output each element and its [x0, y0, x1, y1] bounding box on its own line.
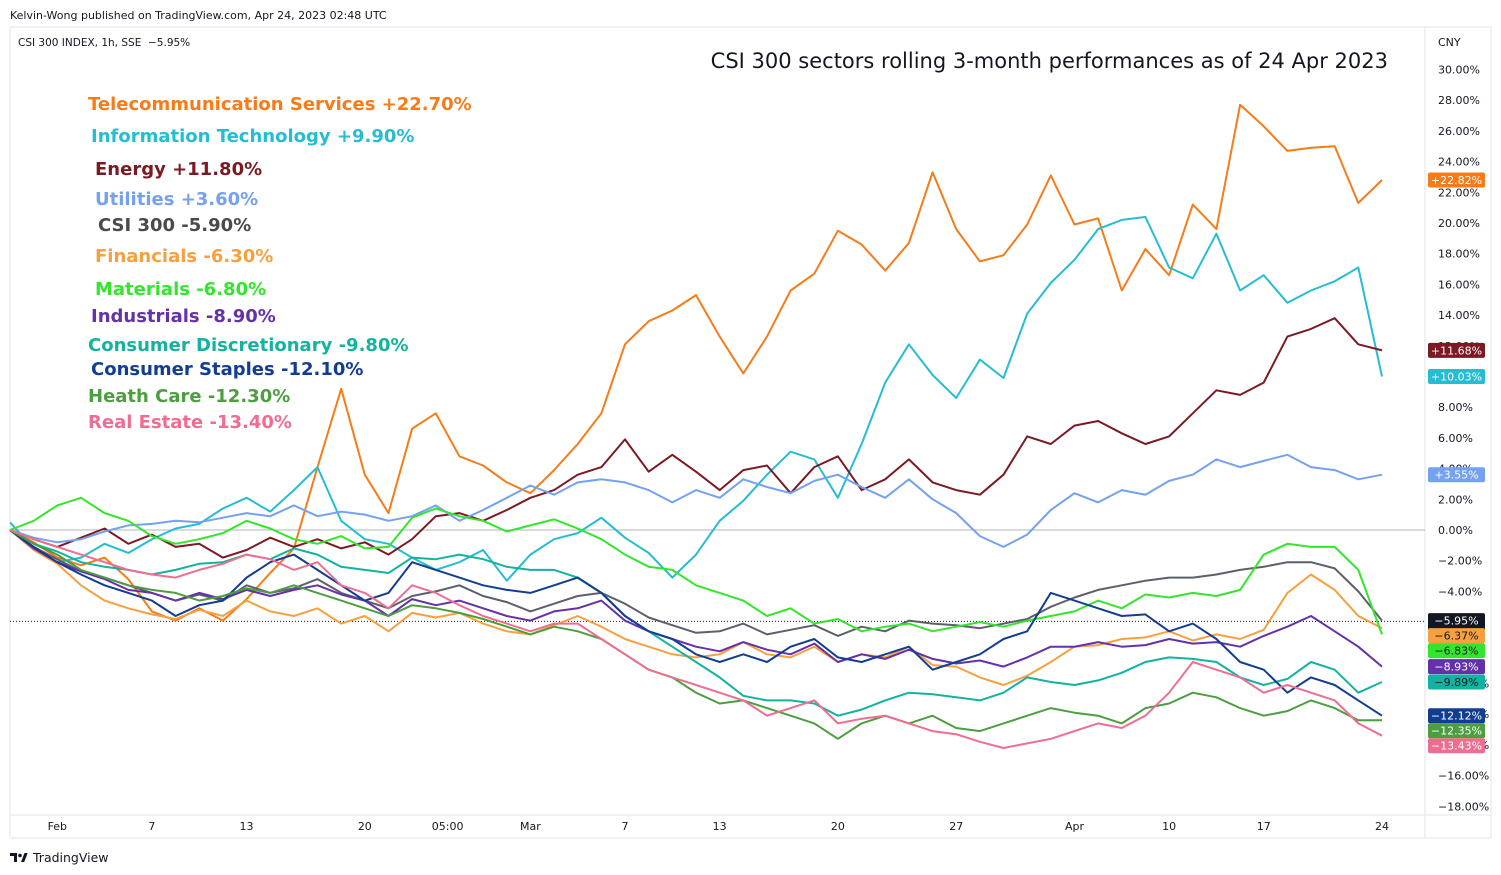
- tradingview-logo-icon: [10, 853, 28, 862]
- y-tick-label: 6.00%: [1438, 432, 1473, 445]
- last-value-text: −13.43%: [1431, 740, 1482, 753]
- y-tick-label: −2.00%: [1438, 555, 1482, 568]
- y-tick-label: 20.00%: [1438, 217, 1480, 230]
- last-value-badge: [1428, 467, 1485, 483]
- y-tick-label: −4.00%: [1438, 585, 1482, 598]
- legend-item: Industrials -8.90%: [91, 306, 276, 327]
- last-value-badge: [1428, 342, 1485, 358]
- last-value-badge: [1428, 172, 1485, 188]
- last-value-text: −12.35%: [1431, 725, 1482, 738]
- last-value-text: −8.93%: [1434, 661, 1478, 674]
- x-tick-label: 27: [949, 820, 963, 833]
- x-tick-label: 7: [148, 820, 155, 833]
- series-line-industrials[interactable]: [9, 529, 1383, 668]
- legend-item: Materials -6.80%: [95, 279, 266, 300]
- publisher-note: Kelvin-Wong published on TradingView.com…: [10, 9, 387, 22]
- last-value-text: −12.12%: [1431, 710, 1482, 723]
- legend-item: Financials -6.30%: [95, 246, 273, 267]
- y-tick-label: 26.00%: [1438, 125, 1480, 138]
- legend-item: Telecommunication Services +22.70%: [88, 94, 472, 115]
- y-tick-label: 2.00%: [1438, 493, 1473, 506]
- y-tick-label: 18.00%: [1438, 248, 1480, 261]
- series-line-energy[interactable]: [9, 317, 1383, 559]
- legend-item: CSI 300 -5.90%: [98, 215, 251, 236]
- legend-item: Heath Care -12.30%: [88, 386, 290, 407]
- symbol-change: −5.95%: [148, 37, 190, 49]
- series-line-materials[interactable]: [9, 496, 1383, 635]
- x-tick-label: 24: [1375, 820, 1389, 833]
- series-line-heath-care[interactable]: [9, 529, 1382, 740]
- brand-name: TradingView: [32, 850, 109, 865]
- y-tick-label: 24.00%: [1438, 156, 1480, 169]
- legend-item: Utilities +3.60%: [95, 189, 258, 210]
- last-value-badge: [1428, 628, 1485, 644]
- y-tick-label: 22.00%: [1438, 186, 1480, 199]
- last-value-badge: [1428, 674, 1485, 690]
- last-value-text: +10.03%: [1431, 371, 1482, 384]
- y-tick-label: 14.00%: [1438, 309, 1480, 322]
- x-tick-label: 13: [713, 820, 727, 833]
- x-tick-label: Mar: [520, 820, 541, 833]
- last-value-text: +3.55%: [1434, 469, 1478, 482]
- symbol-label: CSI 300 INDEX, 1h, SSE: [18, 37, 141, 49]
- last-value-labels: +22.82%+11.68%+10.03%+3.55%−5.95%26:14−6…: [1428, 172, 1485, 754]
- legend-item: Real Estate -13.40%: [88, 412, 292, 433]
- series-line-utilities[interactable]: [9, 453, 1383, 548]
- y-tick-label: −18.00%: [1438, 800, 1489, 813]
- last-value-badge: [1428, 738, 1485, 754]
- chart-title: CSI 300 sectors rolling 3-month performa…: [711, 49, 1388, 73]
- x-tick-label: 20: [358, 820, 372, 833]
- legend-item: Consumer Discretionary -9.80%: [88, 335, 409, 356]
- last-value-badge: [1428, 659, 1485, 675]
- series-line-information-technology[interactable]: [9, 215, 1383, 582]
- last-value-badge: [1428, 369, 1485, 384]
- series-line-real-estate[interactable]: [9, 529, 1383, 749]
- x-tick-label: Apr: [1065, 820, 1085, 833]
- x-tick-label: 7: [622, 820, 629, 833]
- series-line-financials[interactable]: [9, 529, 1383, 686]
- y-tick-label: 0.00%: [1438, 524, 1473, 537]
- last-value-text: −5.95%: [1434, 615, 1478, 628]
- last-value-text: +22.82%: [1431, 174, 1482, 187]
- last-value-badge: [1428, 643, 1485, 659]
- last-value-badge: [1428, 723, 1485, 739]
- y-tick-label: 28.00%: [1438, 94, 1480, 107]
- x-tick-label: 10: [1162, 820, 1176, 833]
- series-line-consumer-staples[interactable]: [9, 529, 1383, 717]
- last-value-text: −6.83%: [1434, 645, 1478, 658]
- currency-label: CNY: [1438, 36, 1461, 49]
- last-value-text: +11.68%: [1431, 344, 1482, 357]
- y-tick-label: −16.00%: [1438, 770, 1489, 783]
- x-tick-label: Feb: [48, 820, 67, 833]
- last-value-text: −6.37%: [1434, 630, 1478, 643]
- x-tick-label: 05:00: [432, 820, 464, 833]
- time-axis[interactable]: Feb 7 13 20 05:00 Mar 7 13 20 27 Apr 10 17 24: [48, 820, 1389, 833]
- last-value-badge: [1428, 708, 1485, 724]
- last-value-text: −9.89%: [1434, 676, 1478, 689]
- series-lines: [9, 103, 1425, 749]
- legend: Telecommunication Services +22.70% Inform…: [88, 94, 472, 433]
- legend-item: Energy +11.80%: [95, 159, 262, 180]
- x-tick-label: 20: [831, 820, 845, 833]
- legend-item: Information Technology +9.90%: [91, 126, 414, 147]
- x-tick-label: 17: [1257, 820, 1271, 833]
- legend-item: Consumer Staples -12.10%: [91, 359, 363, 380]
- x-tick-label: 13: [240, 820, 254, 833]
- y-tick-label: 30.00%: [1438, 64, 1480, 77]
- y-tick-label: 16.00%: [1438, 278, 1480, 291]
- y-tick-label: 8.00%: [1438, 401, 1473, 414]
